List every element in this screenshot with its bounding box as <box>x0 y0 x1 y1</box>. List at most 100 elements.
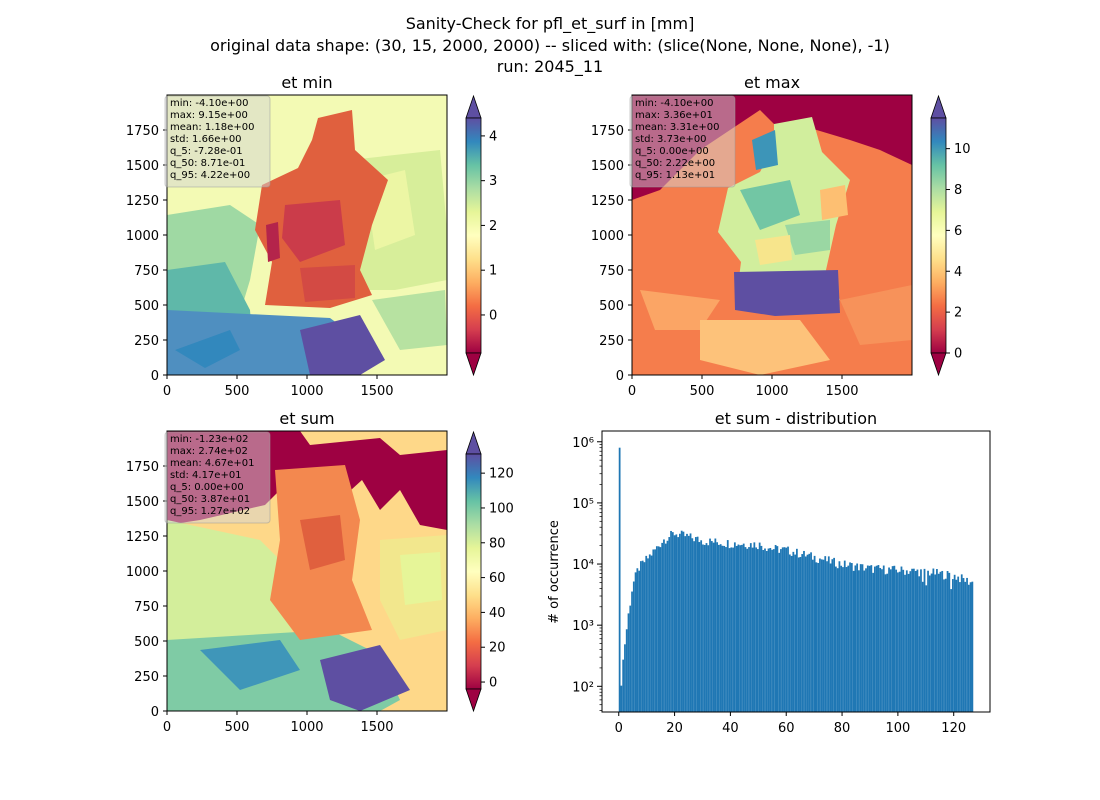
x-tick-label: 1000 <box>290 720 323 735</box>
histogram-bar <box>774 544 777 712</box>
histogram-bar <box>850 563 853 712</box>
histogram-bar <box>875 565 878 712</box>
y-tick-label: 1750 <box>126 460 159 475</box>
panel-title: et sum <box>279 409 334 428</box>
histogram-bar <box>950 589 952 712</box>
y-tick-label: 750 <box>599 264 624 279</box>
histogram-bar <box>966 577 968 712</box>
histogram-bar <box>748 547 750 712</box>
histogram-bar <box>953 574 956 712</box>
stats-line: min: -1.23e+02 <box>170 434 249 445</box>
histogram-bar <box>824 556 827 712</box>
histogram-bar <box>941 570 944 712</box>
panel-title: et sum - distribution <box>715 409 877 428</box>
histogram-bar <box>969 582 972 712</box>
histogram-bar <box>959 582 961 712</box>
panel-et-min: et min 0 500 1000 1500 <box>126 73 497 399</box>
histogram-bar <box>948 572 951 712</box>
histogram-bar <box>769 547 772 712</box>
histogram-bar <box>666 540 669 712</box>
histogram-bar <box>790 555 793 712</box>
colorbar-tick-label: 6 <box>954 224 962 239</box>
stats-line: q_50: 3.87e+01 <box>170 494 250 505</box>
histogram-bar <box>732 547 734 712</box>
histogram-bar <box>677 537 680 712</box>
histogram-bar <box>712 542 715 712</box>
histogram-bar <box>714 538 717 712</box>
histogram-bar <box>654 549 656 712</box>
histogram-bar <box>760 545 763 712</box>
x-tick-label: 1000 <box>290 384 323 399</box>
histogram-bar <box>797 557 800 712</box>
histogram-bar <box>829 563 832 712</box>
histogram-bar <box>804 556 807 712</box>
histogram-bar <box>873 566 876 712</box>
y-tick-label: 1000 <box>126 229 159 244</box>
histogram-bar <box>707 545 710 712</box>
y-tick-label: 1500 <box>591 159 624 174</box>
histogram-bar <box>670 530 672 712</box>
x-tick-label: 500 <box>225 720 250 735</box>
histogram-bar <box>758 542 761 712</box>
colorbar-tick-label: 20 <box>489 641 506 656</box>
histogram-bar <box>684 536 687 712</box>
stats-line: max: 2.74e+02 <box>170 446 248 457</box>
histogram-bar <box>838 561 841 712</box>
histogram-bar <box>737 544 740 712</box>
histogram-bar <box>781 547 784 712</box>
histogram-bar <box>920 569 922 712</box>
histogram-bar <box>780 549 782 712</box>
panel-et-sum: et sum 0 500 1000 1500 0 <box>126 409 514 735</box>
histogram-bars <box>618 447 974 712</box>
histogram-bar <box>691 538 694 712</box>
y-tick-label: 250 <box>599 334 624 349</box>
histogram-bar <box>886 573 889 712</box>
histogram-bar <box>868 565 871 712</box>
colorbar-extend-bottom <box>930 352 947 377</box>
histogram-bar <box>964 581 967 712</box>
y-tick-label: 1750 <box>126 124 159 139</box>
histogram-bar <box>900 566 903 712</box>
histogram-bar <box>787 546 789 712</box>
histogram-bar <box>849 562 851 712</box>
histogram-bar <box>622 659 625 712</box>
histogram-bar <box>826 561 828 712</box>
stats-line: q_50: 8.71e-01 <box>170 158 245 169</box>
x-tick-label: 100 <box>885 721 910 736</box>
histogram-bar <box>888 567 890 712</box>
histogram-bar <box>943 579 945 712</box>
histogram-bar <box>967 584 970 712</box>
colorbar-gradient <box>465 453 482 690</box>
histogram-bar <box>951 579 954 712</box>
stats-box: min: -4.10e+00 max: 9.15e+00 mean: 1.18e… <box>164 95 271 188</box>
colorbar-tick-label: 80 <box>489 536 506 551</box>
histogram-bar <box>792 551 795 712</box>
histogram-bar <box>618 447 621 712</box>
y-tick-label: 10⁴ <box>572 558 594 573</box>
histogram-bar <box>650 555 653 712</box>
y-axis: 0 250 500 750 1000 1250 1500 1750 <box>126 124 167 384</box>
y-tick-label: 1250 <box>126 530 159 545</box>
histogram-bar <box>718 544 720 712</box>
histogram-bar <box>776 546 779 712</box>
histogram-bar <box>721 545 724 712</box>
heatmap-image <box>632 95 912 375</box>
histogram-bar <box>741 544 743 712</box>
y-axis: 0 250 500 750 1000 1250 1500 1750 <box>591 124 632 384</box>
colorbar-tick-label: 8 <box>954 183 962 198</box>
colorbar-extend-top <box>930 94 947 119</box>
panel-title: et max <box>744 73 800 92</box>
x-tick-label: 500 <box>690 384 715 399</box>
histogram-bar <box>746 548 749 712</box>
histogram-bar <box>716 542 719 712</box>
x-tick-label: 500 <box>225 384 250 399</box>
histogram-bar <box>673 535 676 712</box>
colorbar-extend-bottom <box>465 352 482 377</box>
histogram-bar <box>723 545 726 712</box>
histogram-bar <box>925 585 928 712</box>
histogram-bar <box>788 554 791 712</box>
colorbar-tick-label: 1 <box>489 264 497 279</box>
histogram-bar <box>641 560 644 712</box>
histogram-bar <box>796 548 798 712</box>
histogram-bar <box>636 568 639 712</box>
